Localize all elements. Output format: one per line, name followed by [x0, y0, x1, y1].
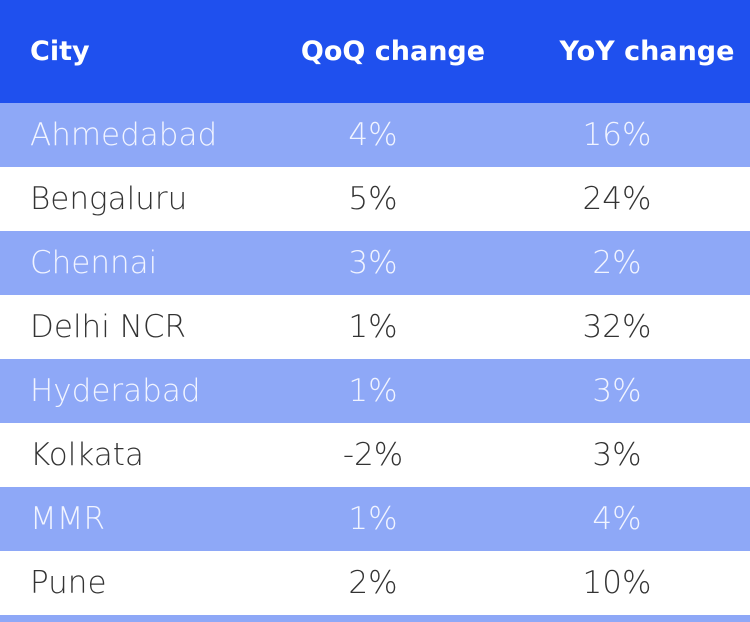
table-row: Bengaluru 5% 24%: [0, 167, 750, 231]
cell: 2%: [348, 565, 398, 601]
cell: 10%: [582, 565, 652, 601]
cell: 16%: [582, 117, 652, 153]
cell: Ahmedabad: [30, 117, 218, 153]
cell: 3%: [348, 245, 398, 281]
header-row: City QoQ change YoY change: [0, 0, 750, 103]
cell: 5%: [348, 181, 398, 217]
table-row: Chennai 3% 2%: [0, 231, 750, 295]
cell: Hyderabad: [30, 373, 201, 409]
table-row: Ahmedabad 4% 16%: [0, 103, 750, 167]
cell: 1%: [348, 309, 398, 345]
cell: City: [30, 36, 90, 67]
cell: 1%: [348, 501, 398, 537]
cell: MMR: [30, 501, 106, 537]
table-row: Pune 2% 10%: [0, 551, 750, 615]
cell: 24%: [582, 181, 652, 217]
cell: 4%: [348, 117, 398, 153]
cell: Pune: [30, 565, 107, 601]
table-row: Hyderabad 1% 3%: [0, 359, 750, 423]
cell: Chennai: [30, 245, 158, 281]
cell: 2%: [592, 245, 642, 281]
table-row: Kolkata -2% 3%: [0, 423, 750, 487]
cell: Delhi NCR: [30, 309, 187, 345]
cell: 3%: [592, 373, 642, 409]
cell: 4%: [592, 501, 642, 537]
cell: 3%: [592, 437, 642, 473]
table-row: MMR 1% 4%: [0, 487, 750, 551]
cell: Kolkata: [30, 437, 144, 473]
cell: -2%: [342, 437, 404, 473]
cell: 1%: [348, 373, 398, 409]
cell: 32%: [582, 309, 652, 345]
cell: QoQ change: [300, 36, 486, 67]
cell: YoY change: [559, 36, 735, 67]
table-row: Delhi NCR 1% 32%: [0, 295, 750, 359]
cell: Bengaluru: [30, 181, 188, 217]
